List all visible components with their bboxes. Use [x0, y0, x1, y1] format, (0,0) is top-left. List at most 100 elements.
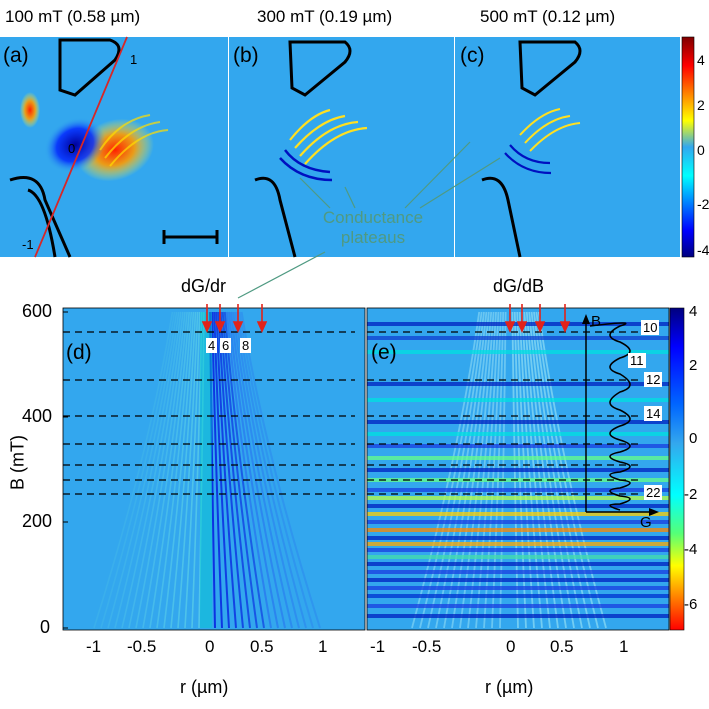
cbar-bottom-tick: -4	[684, 541, 698, 558]
band-e	[367, 496, 669, 500]
cbar-bottom-tick: 4	[689, 303, 698, 320]
band-e	[367, 336, 669, 340]
plateau-label-e: 10	[641, 320, 660, 335]
band-e	[367, 512, 669, 516]
fringe-left	[191, 311, 203, 629]
panel-a-title: 100 mT (0.58 µm)	[5, 7, 141, 26]
fringe-left	[163, 311, 195, 629]
panel-a	[0, 36, 228, 258]
cbar-bottom-tick: -2	[684, 486, 698, 503]
panel-e	[366, 307, 670, 631]
plateau-label-d: 8	[240, 338, 252, 353]
red-arrow-head	[504, 321, 516, 333]
annotation-line-2: plateaus	[340, 228, 406, 247]
band-e	[367, 586, 669, 590]
y-tick-label: 600	[22, 301, 53, 321]
panel-c-title: 500 mT (0.12 µm)	[480, 7, 616, 26]
panel-b	[229, 37, 454, 258]
colorbar-top	[681, 36, 695, 258]
x-tick-label-d: 0.5	[250, 637, 274, 656]
band-e	[367, 562, 669, 566]
x-tick-label-e: 0	[506, 637, 516, 656]
band-e	[367, 594, 669, 598]
fringe-left	[107, 311, 178, 629]
band-e	[367, 548, 669, 552]
panel-a-tag: (a)	[3, 44, 29, 67]
fringe-pattern-d	[93, 311, 321, 629]
cbar-top-tick: -4	[697, 242, 709, 258]
band-e	[367, 604, 669, 608]
x-tick-label-d: 0	[205, 637, 215, 656]
fringe-left	[135, 311, 186, 629]
band-e	[367, 322, 669, 326]
fringe-left	[177, 311, 199, 629]
fringe-right	[230, 311, 286, 629]
band-e	[367, 382, 669, 386]
fringe-left	[184, 311, 201, 629]
x-tick-label-d: -0.5	[127, 637, 157, 656]
fringe-left	[121, 311, 182, 629]
red-arrow-head	[232, 321, 244, 333]
panel-d-header: dG/dr	[181, 276, 227, 296]
panel-c	[455, 37, 680, 258]
annotation-arrows	[237, 141, 501, 299]
plateau-label-e: 14	[644, 406, 663, 421]
band-e	[367, 444, 669, 448]
band-e	[367, 488, 669, 492]
panel-e-tag: (e)	[371, 341, 397, 364]
annotation-line-1: Conductance	[322, 208, 424, 227]
fringe-left	[142, 311, 188, 629]
red-arrow-head	[516, 321, 528, 333]
red-arrow-head	[201, 321, 213, 333]
band-e	[367, 398, 669, 402]
panel-b-title: 300 mT (0.19 µm)	[257, 7, 393, 26]
fringe-left	[198, 311, 205, 629]
red-arrow-head	[214, 321, 226, 333]
cbar-top-tick: 0	[697, 142, 705, 158]
x-tick-label-d: -1	[86, 637, 102, 656]
panel-b-tag: (b)	[233, 44, 259, 67]
band-e	[367, 555, 669, 559]
band-e	[367, 468, 669, 472]
cbar-bottom-tick: -6	[684, 596, 698, 613]
fringe-left	[100, 311, 176, 629]
panel-e-header: dG/dB	[493, 276, 545, 296]
x-axis-label-d: r (µm)	[180, 677, 229, 697]
x-tick-label-d: 1	[318, 637, 328, 656]
line-label-minus-1: -1	[22, 237, 34, 252]
x-tick-label-e: 0.5	[550, 637, 574, 656]
x-axis-label-e: r (µm)	[485, 677, 534, 697]
red-arrow-head	[534, 321, 546, 333]
y-axis-label: B (mT)	[7, 435, 28, 490]
band-e	[367, 504, 669, 508]
band-e	[367, 350, 669, 354]
plateau-label-e: 11	[628, 353, 646, 368]
fringe-right	[215, 311, 237, 629]
fringe-left	[149, 311, 190, 629]
plateau-label-d: 4	[206, 338, 218, 353]
band-e	[367, 578, 669, 582]
panel-c-tag: (c)	[460, 44, 485, 67]
cbar-top-tick: 2	[697, 97, 705, 113]
panel-d-tag: (d)	[66, 341, 92, 364]
x-tick-label-e: -1	[370, 637, 386, 656]
band-e	[367, 456, 669, 460]
x-tick-label-e: 1	[619, 637, 629, 656]
band-e	[367, 542, 669, 546]
colorbar-bottom	[669, 307, 685, 631]
fringe-left	[156, 311, 193, 629]
cbar-top-tick: -2	[697, 196, 709, 212]
band-e	[367, 432, 669, 436]
fringe-right	[232, 311, 293, 629]
inset-axis-g: G	[640, 514, 652, 531]
fringe-left	[128, 311, 184, 629]
fringe-left	[170, 311, 197, 629]
y-tick-label: 400	[22, 406, 53, 426]
line-label-0: 0	[68, 141, 76, 156]
fringe-right	[228, 311, 279, 629]
inset-axis-b: B	[591, 313, 602, 330]
center-band-d	[200, 312, 212, 628]
x-tick-label-e: -0.5	[412, 637, 442, 656]
band-e	[367, 420, 669, 424]
y-tick-label: 0	[40, 617, 51, 637]
